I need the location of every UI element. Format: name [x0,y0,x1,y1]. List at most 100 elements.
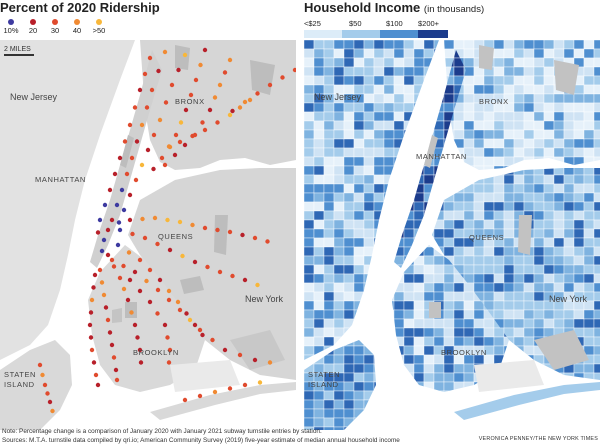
income-tract [353,192,365,203]
legend-label: <$25 [304,19,321,28]
income-tract [313,246,325,257]
legend-label: 30 [50,26,60,35]
income-tract [443,102,455,113]
income-tract [483,147,495,158]
income-tract [523,174,535,185]
income-tract [393,75,405,86]
station-dot [129,310,134,315]
income-tract [343,237,355,248]
income-tract [503,255,515,266]
income-tract [503,264,515,275]
income-tract [533,264,545,275]
income-tract [313,237,325,248]
income-tract [393,129,405,140]
income-tract [373,120,385,131]
income-tract [453,255,465,266]
station-dot [167,247,173,253]
station-dot [127,277,133,283]
income-tract [383,111,395,122]
income-tract [323,228,335,239]
income-tract [593,93,600,104]
income-tract [363,129,375,140]
legend-swatch [304,30,342,38]
income-tract [563,147,575,158]
income-tract [513,192,525,203]
income-tract [503,219,515,230]
income-tract [373,40,385,50]
income-tract [513,147,525,158]
income-tract [333,156,345,167]
station-dot [255,91,260,96]
ridership-map[interactable]: 2 MILES New Jersey BRONX MANHATTAN QUEEN… [0,40,296,430]
income-tract [533,111,545,122]
income-tract [533,183,545,194]
income-tract [493,183,505,194]
income-tract [493,75,505,86]
income-tract [413,48,425,59]
income-tract [304,129,315,140]
income-tract [353,282,365,293]
income-tract [583,246,595,257]
income-tract [313,201,325,212]
income-tract [343,228,355,239]
income-tract [523,255,535,266]
income-tract [363,40,375,50]
income-tract [463,84,475,95]
land-rockaway [150,382,296,420]
income-tract [383,75,395,86]
income-tract [503,111,515,122]
income-tract [523,138,535,149]
income-tract [513,138,525,149]
income-tract [493,84,505,95]
income-tract [533,40,545,50]
income-tract [503,66,515,77]
income-tract [523,147,535,158]
income-tract [333,147,345,158]
income-tract [373,102,385,113]
station-dot [178,120,184,125]
income-tract [583,219,595,230]
income-tract [463,57,475,68]
scale-bar: 2 MILES [4,46,34,56]
station-dot [137,257,143,263]
income-tract [323,300,335,311]
income-tract [333,300,345,311]
station-dot [144,278,149,284]
income-tract [323,336,335,347]
station-dot [135,335,140,340]
station-dot [129,155,135,161]
legend-item-10: 10% [0,19,22,35]
place-queens: QUEENS [158,232,194,241]
income-tract [304,192,315,203]
income-tract [453,201,465,212]
station-dots [37,47,296,414]
income-tract [473,210,485,221]
legend-dot [8,19,14,25]
income-tract [343,246,355,257]
income-tract [393,66,405,77]
income-tract [563,48,575,59]
income-title-note: (in thousands) [423,4,485,15]
income-tract [593,102,600,113]
income-tract [463,219,475,230]
income-map[interactable]: New Jersey BRONX MANHATTAN QUEENS New Yo… [304,40,600,430]
income-tract [583,48,595,59]
income-tract [343,174,355,185]
station-dot [167,347,173,353]
income-tract [553,183,565,194]
income-tract [553,228,565,239]
income-tract [343,210,355,221]
income-tract [323,66,335,77]
income-tract [473,75,485,86]
income-tract [304,219,315,230]
station-dot [88,335,94,340]
income-tract [503,129,515,140]
income-tract [333,264,345,275]
station-dot [87,322,93,328]
income-tract [593,129,600,140]
income-tract [373,48,385,59]
place-manhattan: MANHATTAN [35,175,86,184]
income-tract [493,192,505,203]
income-tract [363,201,375,212]
income-tract [304,66,315,77]
